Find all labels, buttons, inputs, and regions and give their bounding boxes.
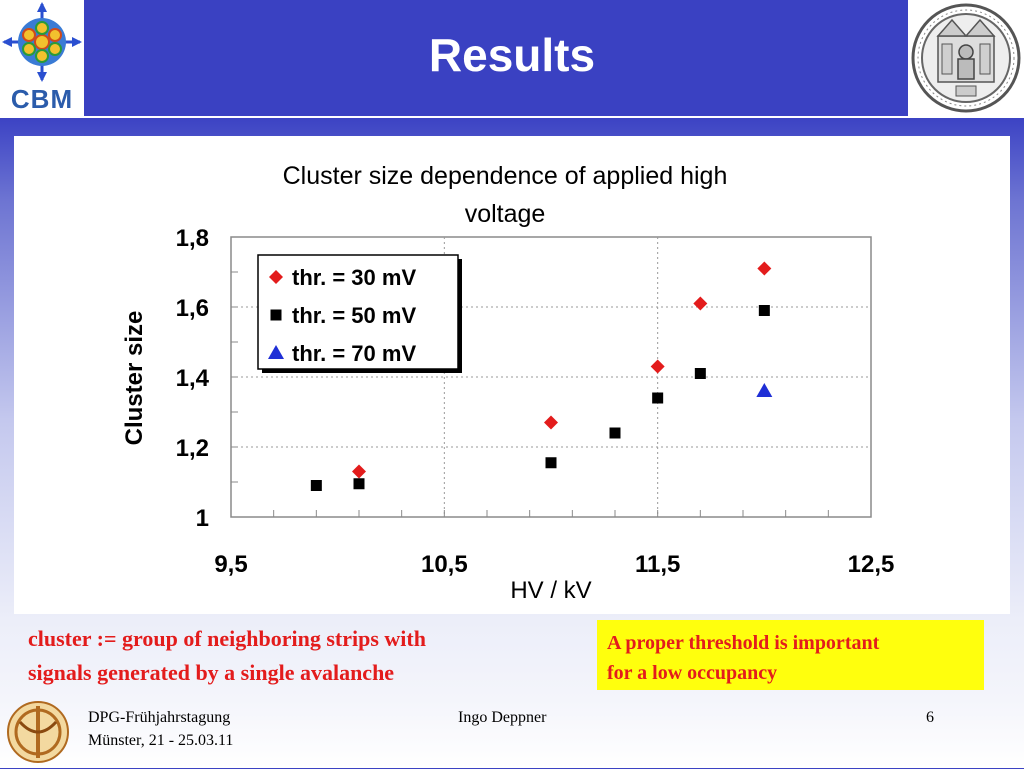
chart-title-line-2: voltage (465, 200, 546, 228)
diamond-data-point (650, 359, 665, 374)
y-tick-label: 1,8 (176, 225, 209, 252)
legend-label: thr. = 70 mV (292, 341, 416, 366)
square-data-point (609, 427, 621, 439)
cbm-logo-text: CBM (10, 84, 74, 114)
diamond-data-point (693, 296, 708, 311)
legend-square-marker (270, 309, 282, 321)
cluster-definition-line-2: signals generated by a single avalanche (28, 660, 395, 685)
legend-box (257, 254, 459, 370)
cbm-logo: CBM (0, 0, 84, 116)
x-tick-label: 10,5 (421, 551, 468, 578)
square-data-point (310, 480, 322, 491)
dpg-logo-icon (7, 701, 69, 763)
chart-panel: Cluster size dependence of applied high … (14, 136, 1010, 614)
header-divider (0, 116, 1024, 118)
square-data-point (353, 478, 365, 490)
footer-conference-name: DPG-Frühjahrstagung (88, 709, 231, 726)
y-axis-label: Cluster size (121, 311, 148, 446)
marker-layer (310, 261, 773, 491)
diamond-data-point (544, 415, 558, 430)
legend-label: thr. = 50 mV (292, 303, 416, 328)
square-data-point (758, 305, 770, 316)
threshold-note-line-1: A proper threshold is important (607, 632, 880, 654)
triangle-data-point (756, 383, 773, 397)
cluster-definition: cluster := group of neighboring strips w… (28, 622, 588, 690)
legend-diamond-marker (269, 270, 283, 284)
square-data-point (652, 392, 664, 404)
x-tick-label: 12,5 (848, 551, 895, 578)
legend-label: thr. = 30 mV (292, 265, 416, 290)
university-seal-icon (911, 3, 1021, 113)
y-tick-label: 1,6 (176, 295, 209, 322)
y-tick-labels: 1 1,2 1,4 1,6 1,8 (176, 225, 210, 532)
diamond-data-point (352, 464, 366, 479)
legend-triangle-marker (268, 345, 284, 359)
university-seal (908, 0, 1024, 116)
footer-author: Ingo Deppner (458, 709, 547, 726)
y-tick-label: 1 (196, 505, 209, 532)
footer-page-number: 6 (926, 709, 934, 726)
footer-conference-date: Münster, 21 - 25.03.11 (88, 732, 234, 749)
header-bar (0, 0, 1024, 116)
y-tick-label: 1,4 (176, 365, 210, 392)
y-tick-label: 1,2 (176, 435, 209, 462)
threshold-note: A proper threshold is important for a lo… (597, 620, 984, 690)
tick-layer (230, 236, 872, 518)
x-tick-label: 11,5 (635, 551, 680, 578)
chart-title-line-1: Cluster size dependence of applied high (283, 162, 728, 190)
slide-title: Results (428, 29, 596, 81)
cbm-detector-icon (2, 2, 82, 82)
x-tick-label: 9,5 (214, 551, 247, 578)
cluster-definition-line-1: cluster := group of neighboring strips w… (28, 626, 426, 651)
cluster-size-chart: Cluster size dependence of applied high … (121, 162, 894, 604)
x-axis-label: HV / kV (510, 577, 591, 604)
threshold-note-line-2: for a low occupancy (607, 662, 778, 684)
diamond-data-point (757, 261, 772, 276)
square-data-point (545, 457, 557, 469)
chart-legend: thr. = 30 mV thr. = 50 mV thr. = 70 mV (257, 254, 462, 373)
x-tick-labels: 9,5 10,5 11,5 12,5 (214, 551, 894, 578)
square-data-point (694, 368, 706, 379)
footer-logo (6, 700, 70, 764)
